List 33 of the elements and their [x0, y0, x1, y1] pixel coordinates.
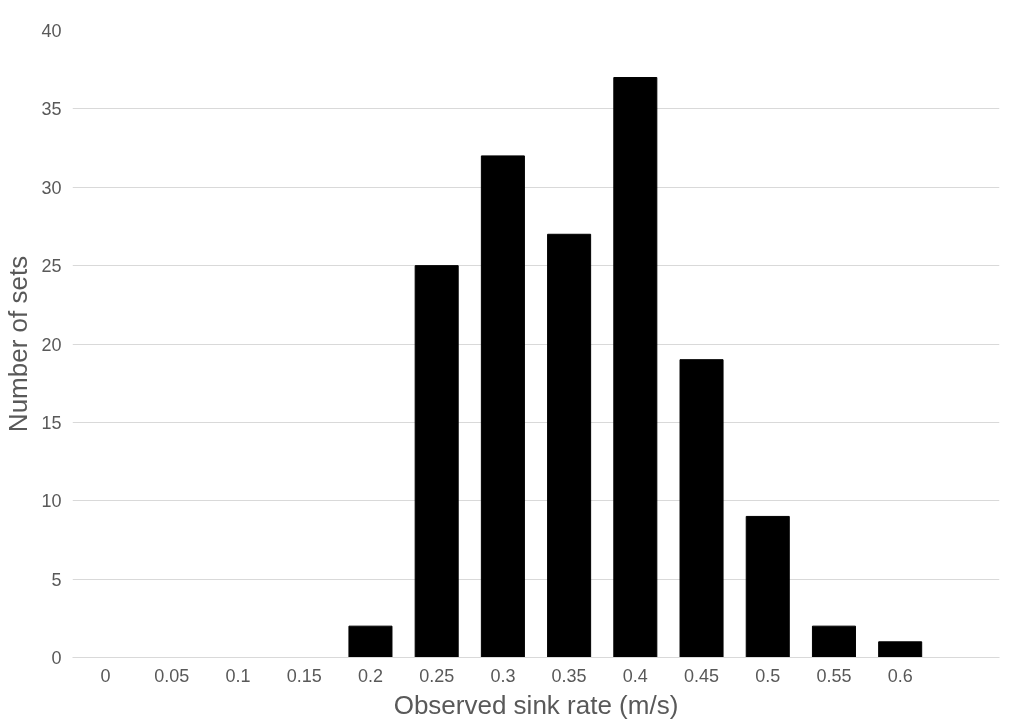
y-tick-label: 10	[41, 491, 62, 512]
y-tick-label: 25	[41, 256, 62, 277]
x-tick-label: 0.45	[684, 665, 720, 686]
x-tick-label: 0.2	[357, 665, 383, 686]
bar	[348, 625, 393, 658]
bar	[679, 359, 724, 658]
x-tick-label: 0.15	[286, 665, 322, 686]
y-axis-title: Number of sets	[3, 255, 34, 433]
x-tick-label: 0.05	[154, 665, 190, 686]
bar	[414, 265, 459, 658]
y-tick-label: 15	[41, 412, 62, 433]
y-tick-label: 5	[51, 569, 62, 590]
bar	[480, 155, 525, 658]
bar	[878, 641, 923, 658]
x-tick-label: 0.6	[887, 665, 913, 686]
x-tick-label: 0.3	[490, 665, 516, 686]
x-tick-label: 0.25	[419, 665, 455, 686]
x-tick-label: 0.55	[816, 665, 852, 686]
x-tick-label: 0.1	[225, 665, 251, 686]
bar	[613, 77, 658, 658]
y-tick-label: 40	[41, 21, 62, 41]
bar	[547, 233, 592, 658]
x-axis-title: Observed sink rate (m/s)	[393, 689, 679, 720]
x-tick-label: 0	[100, 665, 111, 686]
bar	[745, 515, 790, 658]
y-tick-label: 35	[41, 99, 62, 120]
bar	[811, 625, 856, 658]
y-tick-label: 30	[41, 177, 62, 198]
x-tick-label: 0.35	[551, 665, 587, 686]
x-tick-label: 0.4	[622, 665, 648, 686]
y-tick-label: 0	[51, 648, 62, 668]
y-tick-label: 20	[41, 334, 62, 355]
x-tick-label: 0.5	[755, 665, 781, 686]
